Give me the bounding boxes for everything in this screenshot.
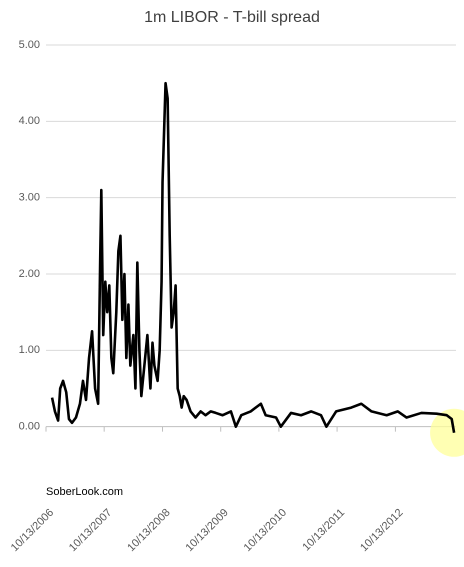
x-tick-label: 10/13/2011 [300,507,347,554]
y-tick-label: 3.00 [19,192,40,204]
y-tick-label: 1.00 [19,344,40,356]
highlight [430,408,464,457]
y-tick-label: 5.00 [19,39,40,51]
x-tick-label: 10/13/2007 [67,507,114,554]
x-tick-label: 10/13/2008 [125,507,172,554]
line [50,81,456,433]
y-tick-label: 0.00 [19,421,40,433]
y-tick-label: 2.00 [19,268,40,280]
y-tick-label: 4.00 [19,115,40,127]
x-tick-label: 10/13/2009 [183,507,230,554]
x-tick-label: 10/13/2012 [358,507,405,554]
source-label: SoberLook.com [46,486,123,498]
chart-title: 1m LIBOR - T-bill spread [144,9,320,26]
x-tick-label: 10/13/2010 [242,507,289,554]
x-tick-label: 10/13/2006 [9,507,56,554]
